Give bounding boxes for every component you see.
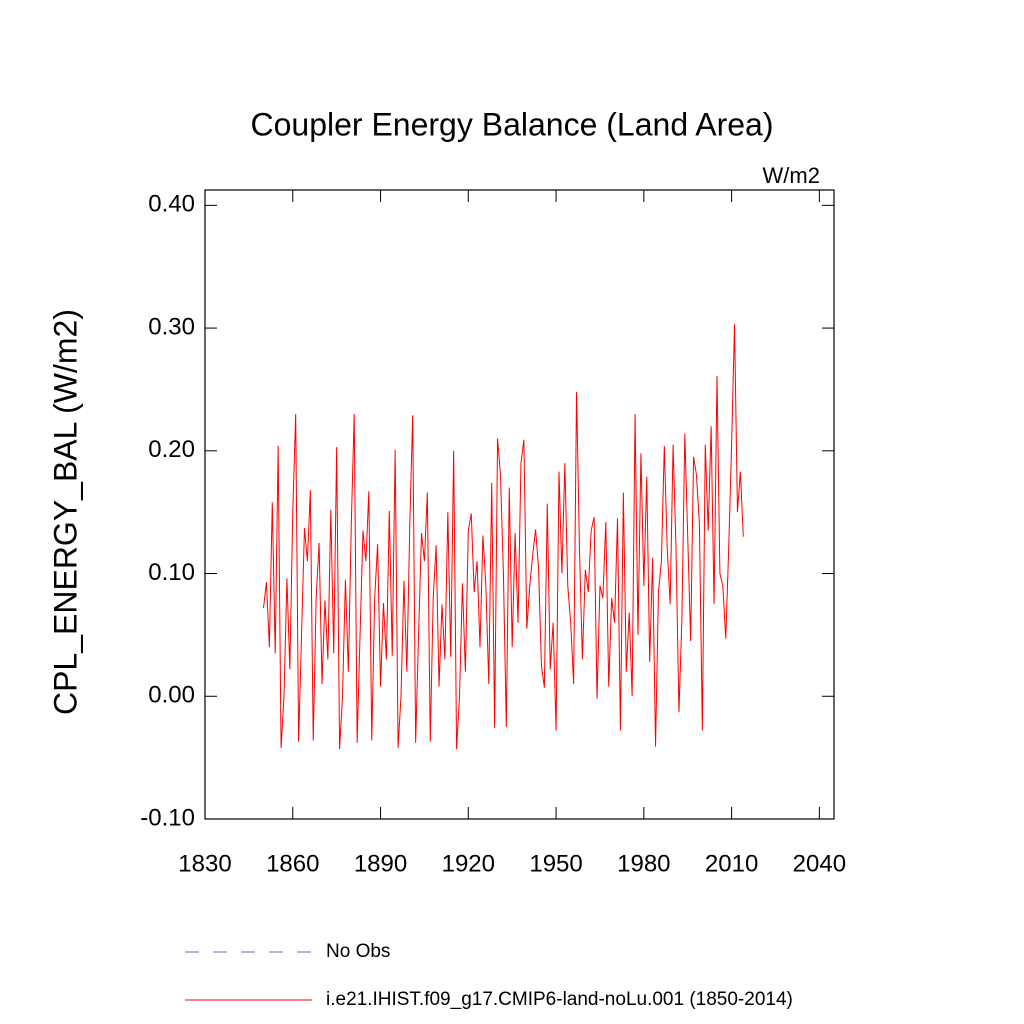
y-tick-label: 0.00 bbox=[148, 682, 195, 709]
legend-label: No Obs bbox=[326, 941, 390, 962]
y-tick-label: -0.10 bbox=[140, 804, 195, 831]
x-tick-label: 1830 bbox=[178, 850, 231, 877]
legend-label: i.e21.IHIST.f09_g17.CMIP6-land-noLu.001 … bbox=[326, 989, 793, 1010]
plot-frame bbox=[204, 189, 835, 820]
x-tick-label: 1950 bbox=[529, 850, 582, 877]
y-tick-label: 0.30 bbox=[148, 313, 195, 340]
x-tick-label: 1890 bbox=[354, 850, 407, 877]
y-tick-label: 0.20 bbox=[148, 436, 195, 463]
y-axis-label: CPL_ENERGY_BAL (W/m2) bbox=[47, 309, 83, 715]
x-tick-label: 2040 bbox=[793, 850, 846, 877]
chart-title: Coupler Energy Balance (Land Area) bbox=[251, 106, 774, 142]
data-line bbox=[263, 324, 744, 750]
x-tick-label: 1920 bbox=[442, 850, 495, 877]
unit-label: W/m2 bbox=[763, 163, 820, 188]
x-tick-label: 1860 bbox=[266, 850, 319, 877]
x-tick-label: 2010 bbox=[705, 850, 758, 877]
y-tick-label: 0.40 bbox=[148, 191, 195, 218]
y-tick-label: 0.10 bbox=[148, 559, 195, 586]
x-tick-label: 1980 bbox=[617, 850, 670, 877]
